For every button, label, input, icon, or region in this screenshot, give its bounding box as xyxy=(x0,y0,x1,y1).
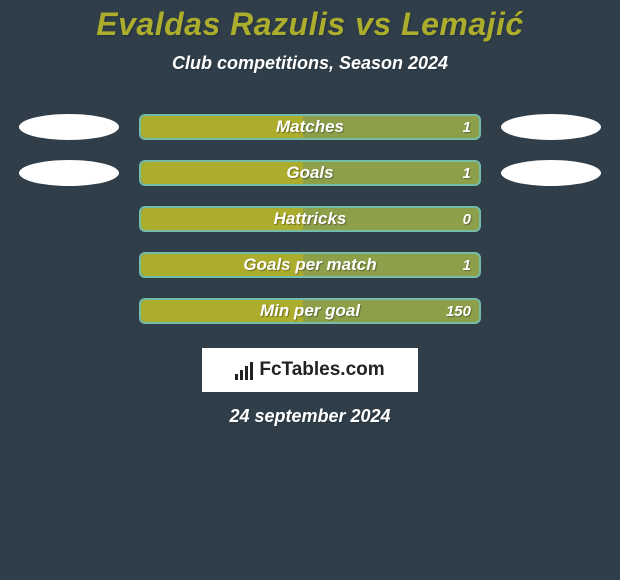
comparison-infographic: Evaldas Razulis vs Lemajić Club competit… xyxy=(0,0,620,580)
player-right-marker xyxy=(501,160,601,186)
stat-label: Goals xyxy=(286,163,333,183)
stat-value-right: 150 xyxy=(446,303,471,320)
date-label: 24 september 2024 xyxy=(0,406,620,427)
stat-bar: Goals per match 1 xyxy=(139,252,481,278)
branding-text: FcTables.com xyxy=(259,359,384,381)
stat-row: Matches 1 xyxy=(10,104,610,150)
stat-row: Min per goal 150 xyxy=(10,288,610,334)
stat-row: Hattricks 0 xyxy=(10,196,610,242)
stat-label: Matches xyxy=(276,117,344,137)
stat-label: Hattricks xyxy=(274,209,347,229)
stats-rows: Matches 1 Goals 1 Hattricks 0 Goals per match 1… xyxy=(0,104,620,334)
stat-value-right: 1 xyxy=(463,119,471,136)
page-title: Evaldas Razulis vs Lemajić xyxy=(0,6,620,43)
stat-label: Min per goal xyxy=(260,301,360,321)
stat-value-right: 1 xyxy=(463,165,471,182)
stat-bar: Min per goal 150 xyxy=(139,298,481,324)
stat-bar: Hattricks 0 xyxy=(139,206,481,232)
branding-logo-icon xyxy=(235,360,253,380)
stat-bar: Goals 1 xyxy=(139,160,481,186)
player-left-marker xyxy=(19,114,119,140)
stat-label: Goals per match xyxy=(243,255,376,275)
player-left-marker xyxy=(19,160,119,186)
stat-row: Goals per match 1 xyxy=(10,242,610,288)
page-subtitle: Club competitions, Season 2024 xyxy=(0,53,620,74)
stat-value-right: 1 xyxy=(463,257,471,274)
stat-bar: Matches 1 xyxy=(139,114,481,140)
stat-row: Goals 1 xyxy=(10,150,610,196)
stat-bar-fill xyxy=(141,162,303,184)
stat-value-right: 0 xyxy=(463,211,471,228)
player-right-marker xyxy=(501,114,601,140)
branding-badge: FcTables.com xyxy=(202,348,418,392)
